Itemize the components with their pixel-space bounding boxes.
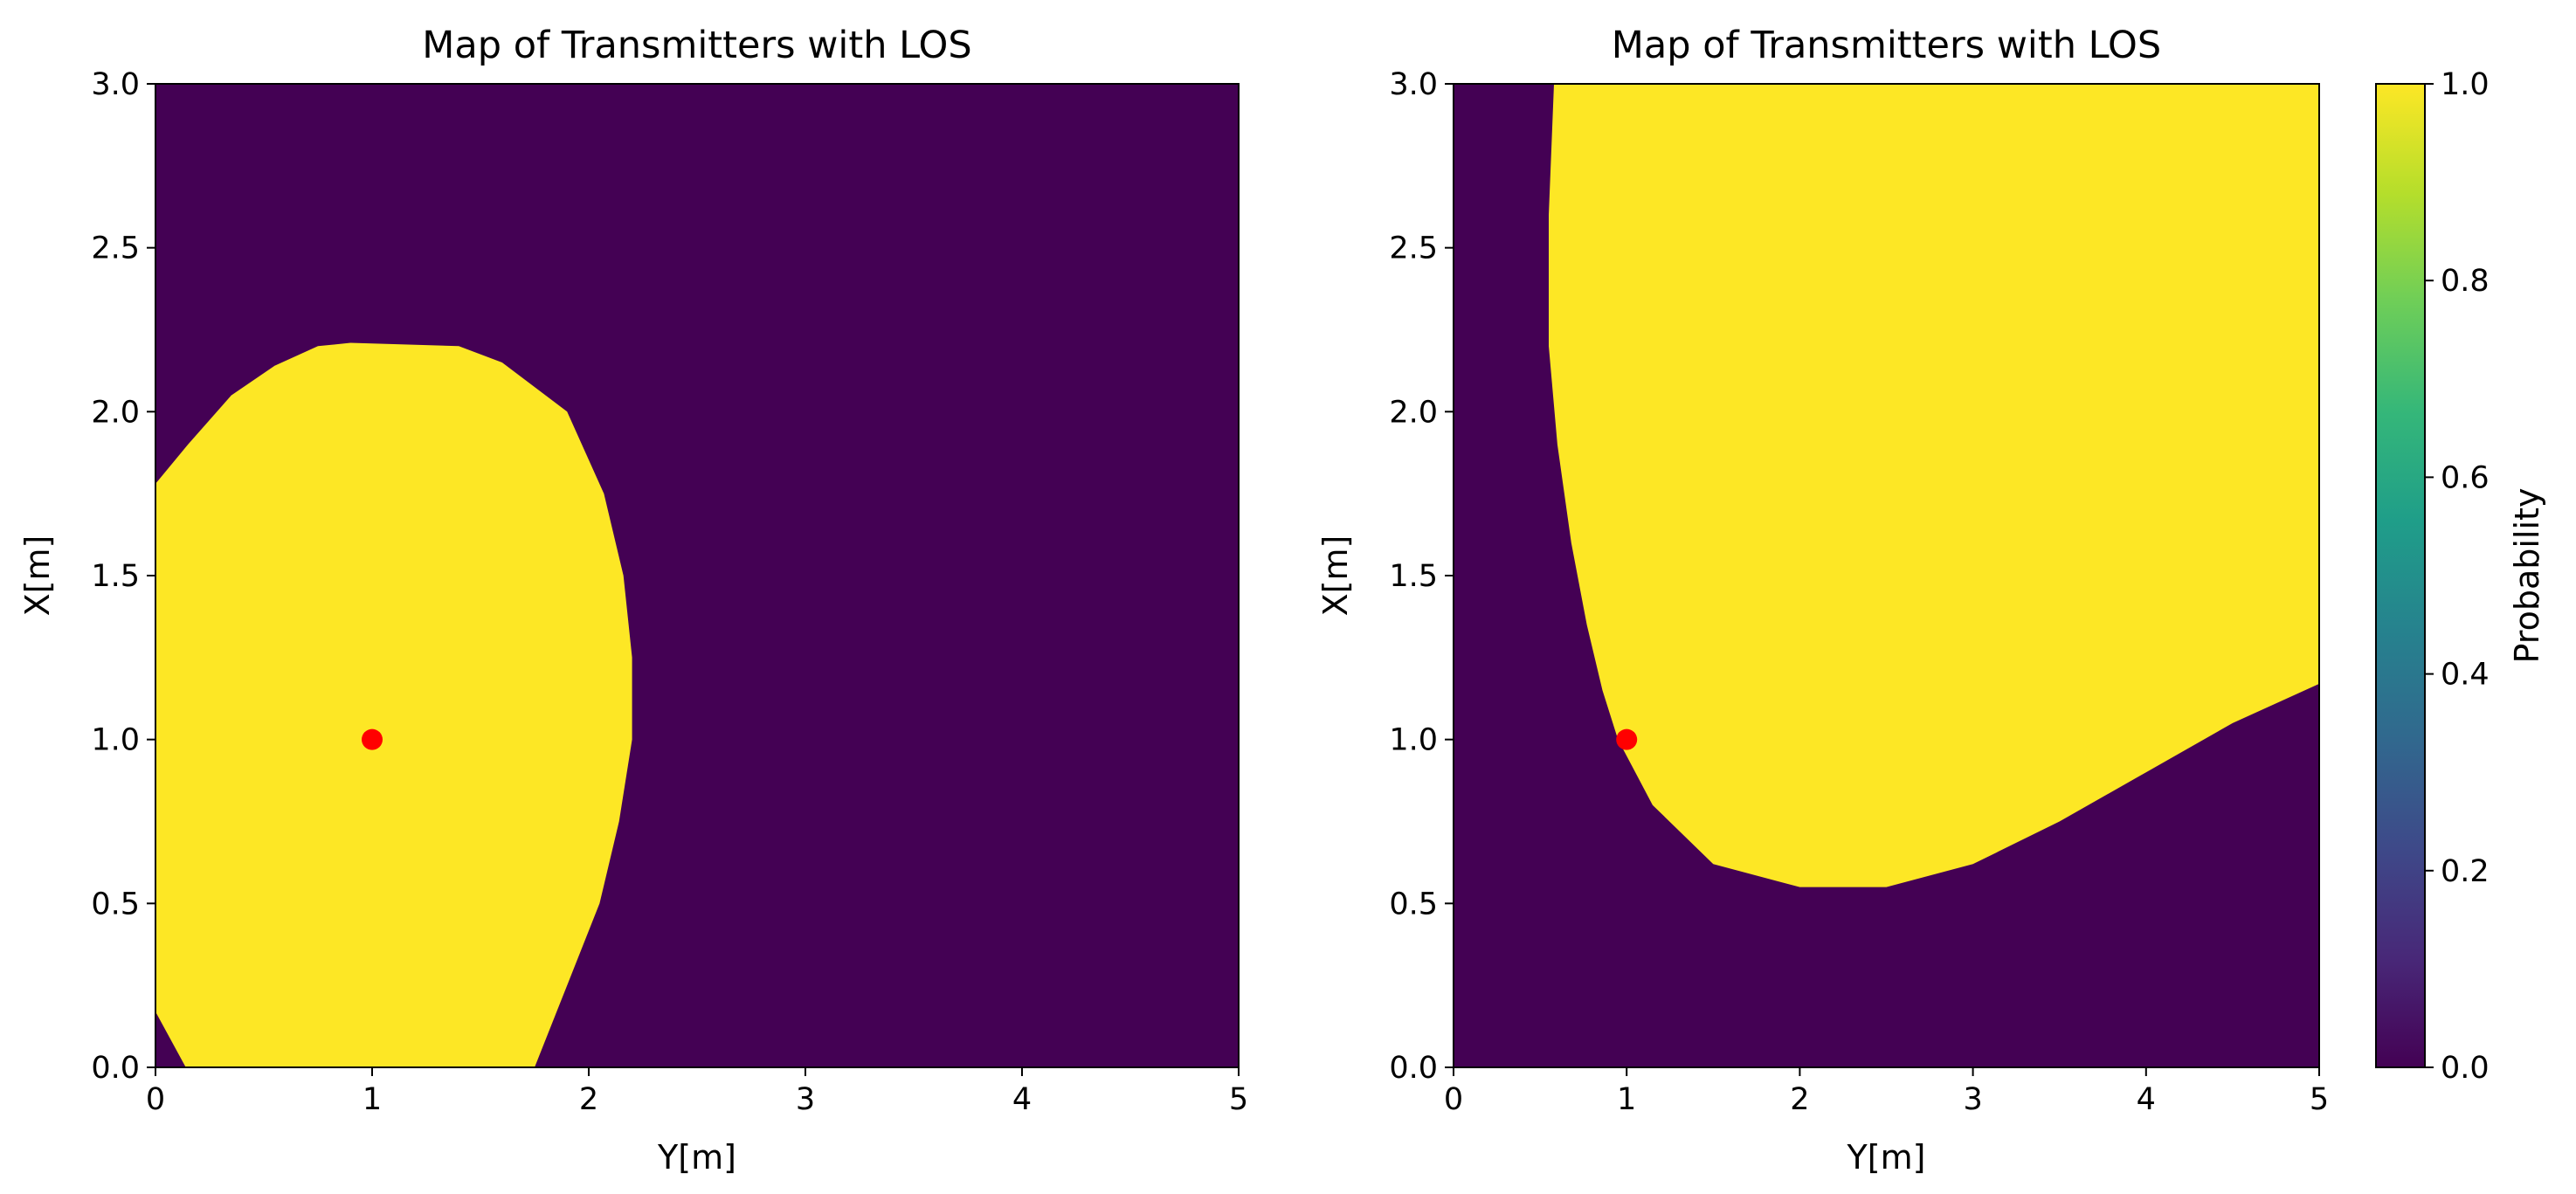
chart-title: Map of Transmitters with LOS <box>1612 24 2161 67</box>
x-tick-label: 5 <box>2310 1082 2329 1117</box>
y-tick-label: 3.0 <box>91 67 140 102</box>
y-tick-label: 2.5 <box>1389 231 1438 266</box>
colorbar: 0.0 0.2 0.4 0.6 0.8 1.0 Probability <box>2375 67 2546 1086</box>
x-tick-label: 2 <box>579 1082 598 1117</box>
y-tick-label: 1.5 <box>91 559 140 594</box>
y-tick-label: 0.5 <box>91 887 140 921</box>
colorbar-tick-label: 0.0 <box>2441 1051 2490 1086</box>
x-tick-label: 4 <box>2137 1082 2156 1117</box>
x-tick-label: 0 <box>146 1082 165 1117</box>
y-tick-label: 2.5 <box>91 231 140 266</box>
y-tick-label: 1.0 <box>1389 723 1438 758</box>
y-axis-label: X[m] <box>18 535 57 617</box>
colorbar-tick-label: 0.4 <box>2441 658 2490 693</box>
colorbar-gradient <box>2375 83 2426 1068</box>
heatmap-los-region <box>1549 84 2319 887</box>
y-tick-label: 2.0 <box>91 395 140 430</box>
y-axis-label: X[m] <box>1316 535 1355 617</box>
x-tick-label: 4 <box>1012 1082 1032 1117</box>
heatmap-los-region <box>155 342 632 1067</box>
x-axis-label: Y[m] <box>1847 1138 1926 1177</box>
colorbar-tick-label: 0.2 <box>2441 854 2490 889</box>
y-tick-label: 1.5 <box>1389 559 1438 594</box>
y-tick-label: 0.5 <box>1389 887 1438 921</box>
y-tick-label: 3.0 <box>1389 67 1438 102</box>
left-heatmap-panel: 0 1 2 3 4 5 0.0 0.5 1.0 1.5 2.0 2.5 3.0 Map of Transm… <box>18 24 1248 1177</box>
x-tick-label: 1 <box>1617 1082 1636 1117</box>
colorbar-tick-label: 0.6 <box>2441 460 2490 495</box>
y-tick-label: 0.0 <box>91 1051 140 1086</box>
x-tick-label: 0 <box>1444 1082 1463 1117</box>
chart-title: Map of Transmitters with LOS <box>422 24 971 67</box>
colorbar-tick-label: 1.0 <box>2441 67 2490 102</box>
x-tick-label: 1 <box>363 1082 382 1117</box>
x-tick-label: 5 <box>1229 1082 1248 1117</box>
x-tick-label: 3 <box>1963 1082 1982 1117</box>
transmitter-marker <box>1616 728 1638 750</box>
y-tick-label: 1.0 <box>91 723 140 758</box>
colorbar-label: Probability <box>2508 488 2546 664</box>
right-heatmap-panel: 0 1 2 3 4 5 0.0 0.5 1.0 1.5 2.0 2.5 3.0 Map of Transm… <box>1316 24 2329 1177</box>
colorbar-tick-label: 0.8 <box>2441 264 2490 299</box>
transmitter-marker <box>362 728 383 750</box>
y-tick-label: 0.0 <box>1389 1051 1438 1086</box>
x-tick-label: 2 <box>1790 1082 1809 1117</box>
y-tick-label: 2.0 <box>1389 395 1438 430</box>
x-axis-label: Y[m] <box>657 1138 736 1177</box>
x-tick-label: 3 <box>796 1082 815 1117</box>
